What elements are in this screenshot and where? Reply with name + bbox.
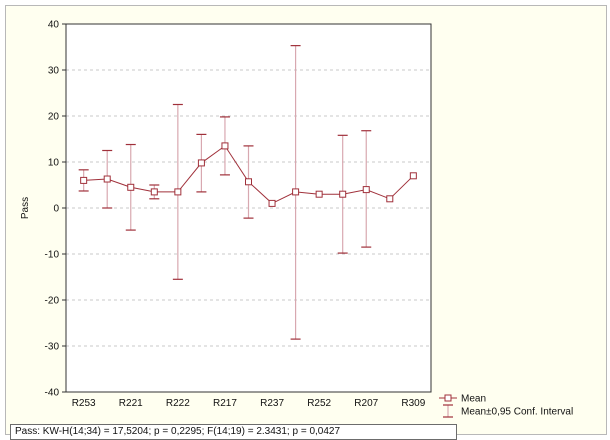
x-tick-label: R237 — [260, 398, 284, 409]
y-tick-label: -40 — [45, 388, 60, 399]
mean-point — [409, 172, 417, 180]
x-tick-label: R252 — [307, 398, 331, 409]
mean-point — [315, 190, 323, 198]
y-tick-label: -30 — [45, 342, 60, 353]
x-tick-label: R217 — [213, 398, 237, 409]
mean-point — [221, 142, 229, 150]
mean-point — [386, 195, 394, 203]
mean-point — [150, 188, 158, 196]
mean-point — [339, 190, 347, 198]
y-tick-label: 30 — [48, 66, 60, 77]
mean-point — [362, 186, 370, 194]
mean-point — [268, 199, 276, 207]
y-axis-label: Pass — [20, 197, 31, 219]
x-tick-label: R253 — [72, 398, 96, 409]
y-tick-label: 40 — [48, 20, 60, 31]
y-tick-label: 10 — [48, 158, 60, 169]
y-tick-label: -10 — [45, 250, 60, 261]
mean-point — [103, 175, 111, 183]
chart-frame: -40 -30 -20 -10 0 10 20 30 40 Pass R253 R221 R222 R21… — [5, 5, 607, 440]
x-tick-label: R222 — [166, 398, 190, 409]
y-tick-label: -20 — [45, 296, 60, 307]
mean-point — [245, 178, 252, 186]
legend-ci-label: Mean±0,95 Conf. Interval — [461, 407, 573, 418]
mean-point — [174, 188, 182, 196]
mean-point — [292, 188, 300, 196]
mean-point — [197, 159, 205, 167]
x-tick-label: R221 — [119, 398, 143, 409]
stats-text: Pass: KW-H(14;34) = 17,5204; p = 0,2295;… — [15, 426, 341, 437]
chart: -40 -30 -20 -10 0 10 20 30 40 Pass R253 R221 R222 R21… — [20, 20, 573, 418]
mean-point — [127, 183, 135, 191]
y-tick-label: 20 — [48, 112, 60, 123]
x-tick-label: R207 — [354, 398, 378, 409]
legend-mean-label: Mean — [461, 394, 486, 405]
legend-mean-marker — [444, 394, 452, 402]
plot-border — [65, 23, 432, 393]
x-tick-label: R309 — [401, 398, 425, 409]
y-tick-label: 0 — [53, 204, 59, 215]
mean-point — [80, 176, 88, 184]
